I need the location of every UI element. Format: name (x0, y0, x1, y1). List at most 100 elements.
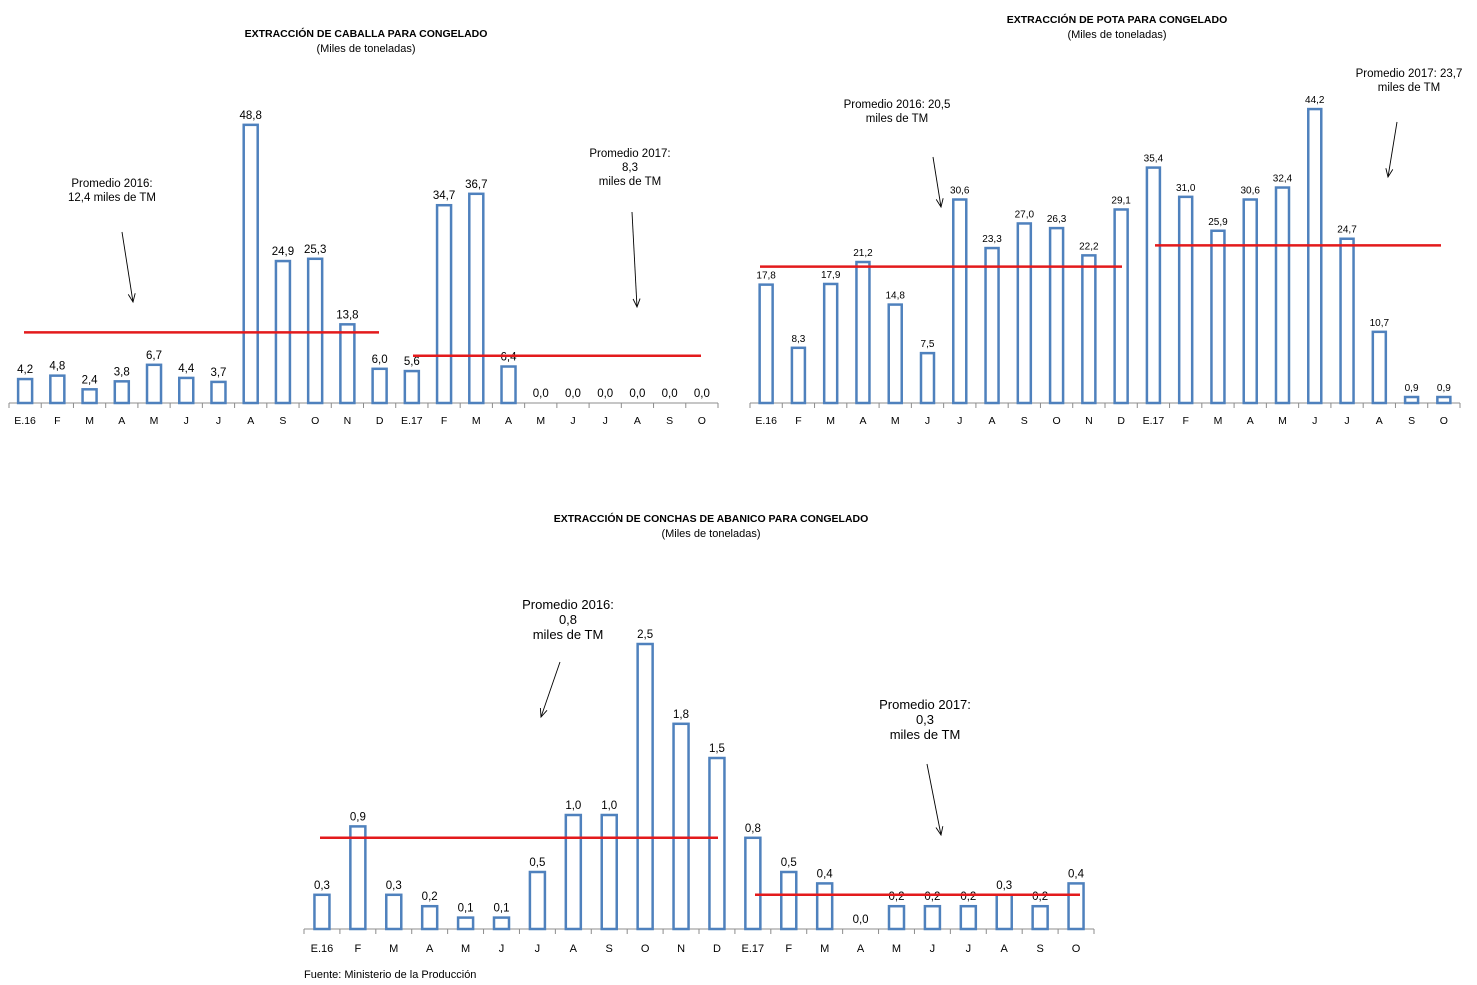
data-label: 0,2 (1032, 891, 1048, 903)
data-label: 17,8 (756, 271, 776, 282)
data-label: 0,0 (662, 388, 678, 400)
bar (49, 374, 66, 405)
source-note: Fuente: Ministerio de la Producción (304, 969, 477, 981)
category-label: J (216, 415, 221, 427)
category-label: F (795, 415, 801, 427)
bar (995, 893, 1013, 931)
data-label: 27,0 (1015, 209, 1035, 220)
category-label: O (1072, 943, 1081, 955)
category-label: O (641, 943, 650, 955)
bar (528, 870, 547, 931)
category-label: F (354, 943, 361, 955)
chart-subtitle: (Miles de toneladas) (661, 528, 760, 540)
data-label: 22,2 (1079, 241, 1099, 252)
category-label: A (859, 415, 866, 427)
data-label: 25,9 (1208, 217, 1228, 228)
data-label: 5,6 (404, 356, 420, 368)
arrow-line (540, 661, 561, 718)
average-annotation: Promedio 2017: (589, 148, 670, 160)
category-label: E.17 (401, 415, 423, 427)
data-label: 0,2 (889, 891, 905, 903)
bar (1307, 107, 1323, 405)
data-label: 6,4 (501, 352, 518, 364)
category-label: M (150, 415, 159, 427)
category-label: F (1182, 415, 1188, 427)
bar (952, 198, 968, 405)
bar (210, 380, 227, 405)
category-label: M (892, 943, 901, 955)
category-label: A (634, 415, 641, 427)
bar (1210, 229, 1226, 405)
data-label: 0,1 (494, 903, 510, 915)
bar (145, 363, 163, 405)
bar (1031, 904, 1049, 931)
data-label: 13,8 (336, 309, 358, 321)
data-label: 4,2 (17, 364, 33, 376)
category-label: M (389, 943, 398, 955)
category-label: M (85, 415, 94, 427)
bar (492, 916, 511, 931)
bar (1177, 195, 1194, 405)
data-label: 48,8 (240, 110, 262, 122)
arrow-line (121, 231, 134, 303)
category-label: J (603, 415, 608, 427)
data-label: 0,2 (960, 891, 976, 903)
data-label: 36,7 (465, 179, 487, 191)
data-label: 0,0 (629, 388, 645, 400)
bar (790, 346, 807, 405)
category-label: O (698, 415, 706, 427)
data-label: 0,0 (694, 388, 710, 400)
average-annotation: miles de TM (866, 113, 928, 125)
chart-title: EXTRACCIÓN DE POTA PARA CONGELADO (1007, 13, 1228, 26)
category-label: M (826, 415, 835, 427)
chart-title: EXTRACCIÓN DE CONCHAS DE ABANICO PARA CO… (554, 512, 869, 525)
arrow-line (631, 211, 638, 308)
bar (456, 916, 475, 931)
category-label: D (713, 943, 721, 955)
category-label: J (930, 943, 936, 955)
category-label: F (785, 943, 792, 955)
category-label: O (1440, 415, 1448, 427)
category-label: M (472, 415, 481, 427)
bar (780, 870, 798, 931)
category-label: N (1085, 415, 1093, 427)
average-annotation: 12,4 miles de TM (68, 192, 156, 204)
data-label: 7,5 (921, 339, 935, 350)
category-label: D (376, 415, 384, 427)
data-label: 0,2 (422, 891, 438, 903)
category-label: S (1036, 943, 1043, 955)
chart-2: EXTRACCIÓN DE POTA PARA CONGELADO (Miles … (749, 13, 1462, 427)
bar (420, 904, 439, 931)
data-label: 10,7 (1370, 318, 1390, 329)
category-label: A (1376, 415, 1383, 427)
data-label: 21,2 (853, 248, 873, 259)
category-label: A (1247, 415, 1254, 427)
chart-title: EXTRACCIÓN DE CABALLA PARA CONGELADO (245, 27, 488, 40)
bar (403, 369, 421, 405)
bar (984, 246, 1000, 405)
average-annotation: Promedio 2016: 20,5 (844, 99, 951, 111)
category-label: J (570, 415, 575, 427)
category-label: J (535, 943, 541, 955)
data-label: 24,9 (272, 246, 294, 258)
chart-1: EXTRACCIÓN DE CABALLA PARA CONGELADO (Mil… (8, 27, 719, 427)
category-label: E.17 (1143, 415, 1165, 427)
category-label: M (536, 415, 545, 427)
data-label: 2,5 (637, 629, 653, 641)
bar (468, 192, 485, 405)
data-label: 0,5 (781, 857, 797, 869)
chart-subtitle: (Miles de toneladas) (1067, 29, 1166, 41)
category-label: M (461, 943, 470, 955)
category-label: S (1408, 415, 1415, 427)
category-label: E.17 (742, 943, 765, 955)
bar (708, 756, 726, 931)
data-label: 0,3 (314, 880, 330, 892)
category-label: J (184, 415, 189, 427)
category-label: M (820, 943, 829, 955)
arrow-head (1385, 168, 1394, 179)
average-annotation: 0,3 (916, 712, 934, 727)
bar (1016, 222, 1033, 405)
arrow-head (632, 298, 641, 309)
category-label: N (344, 415, 352, 427)
